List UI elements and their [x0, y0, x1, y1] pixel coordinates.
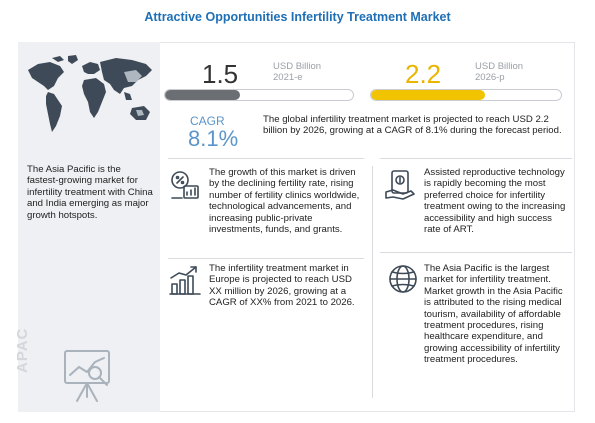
- asia-pacific-text: The Asia Pacific is the largest market f…: [424, 263, 563, 366]
- percent-chart-icon: [171, 171, 199, 199]
- separator: [168, 258, 364, 259]
- main-content-frame: [160, 42, 575, 412]
- apac-description: The Asia Pacific is the fastest-growing …: [27, 164, 153, 221]
- year-2021: 2021-e: [273, 72, 303, 83]
- bar-growth-icon: [169, 266, 201, 295]
- market-summary: The global infertility treatment market …: [263, 114, 562, 137]
- separator: [380, 252, 572, 253]
- value-2021: 1.5: [202, 59, 239, 89]
- page-title: Attractive Opportunities Infertility Tre…: [144, 10, 451, 24]
- value-2026: 2.2: [405, 59, 442, 89]
- growth-drivers-text: The growth of this market is driven by t…: [209, 167, 360, 236]
- unit-2021: USD Billion: [273, 61, 322, 72]
- unit-2026: USD Billion: [475, 61, 524, 72]
- bar-2021-fill: [165, 90, 241, 100]
- separator: [168, 158, 364, 159]
- cagr-label: CAGR: [190, 114, 225, 128]
- apac-label: APAC: [14, 327, 31, 373]
- separator: [380, 158, 572, 159]
- cagr-value: 8.1%: [188, 126, 239, 151]
- world-map-icon: [28, 55, 152, 132]
- art-text: Assisted reproductive technology is rapi…: [424, 167, 566, 236]
- year-2026: 2026-p: [475, 72, 505, 83]
- globe-icon: [389, 265, 417, 293]
- bar-2021: [164, 89, 354, 101]
- money-icon: [385, 170, 415, 200]
- bar-2026: [370, 89, 562, 101]
- column-divider: [372, 166, 373, 398]
- presentation-board-icon: [64, 350, 110, 402]
- bar-2026-fill: [371, 90, 485, 100]
- europe-market-text: The infertility treatment market in Euro…: [209, 263, 355, 309]
